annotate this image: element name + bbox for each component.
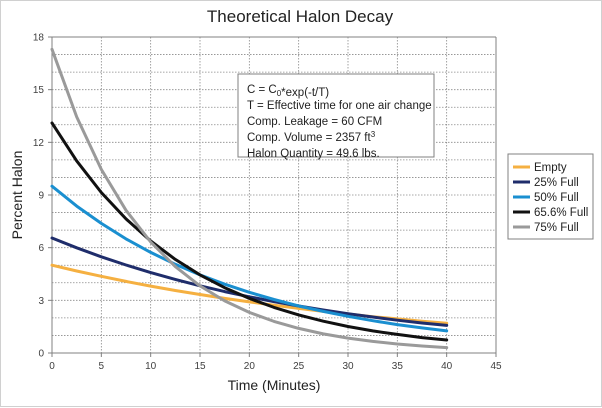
legend-label: 65.6% Full xyxy=(534,207,588,219)
series-line-empty xyxy=(50,263,449,325)
legend-label: 25% Full xyxy=(534,177,579,189)
y-tick-label: 6 xyxy=(38,243,44,254)
y-tick-label: 15 xyxy=(33,85,45,96)
legend-label: 50% Full xyxy=(534,192,579,204)
y-tick-label: 0 xyxy=(38,349,44,360)
x-tick-label: 35 xyxy=(392,361,404,372)
y-tick-label: 12 xyxy=(33,138,45,149)
y-tick-label: 18 xyxy=(33,33,45,44)
annotation-line: Halon Quantity = 49.6 lbs. xyxy=(247,148,380,160)
x-axis-label: Time (Minutes) xyxy=(228,377,321,393)
x-tick-label: 45 xyxy=(490,361,502,372)
annotation-line: C = C0*exp(-t/T) xyxy=(247,84,329,99)
x-tick-label: 0 xyxy=(49,361,55,372)
equation-annotation: C = C0*exp(-t/T)T = Effective time for o… xyxy=(237,73,435,160)
annotation-line: T = Effective time for one air change xyxy=(247,100,432,112)
x-tick-label: 40 xyxy=(441,361,453,372)
x-tick-label: 25 xyxy=(293,361,305,372)
x-ticks: 0 5 10 15 20 25 30 35 40 45 xyxy=(49,353,502,372)
legend-label: Empty xyxy=(534,162,567,174)
series-line-65-6-full xyxy=(50,121,449,342)
annotation-line: Comp. Volume = 2357 ft3 xyxy=(247,130,376,144)
annotation-line: Comp. Leakage = 60 CFM xyxy=(247,116,382,128)
series-line-75-full xyxy=(50,47,449,350)
x-tick-label: 30 xyxy=(342,361,354,372)
series-line-50-full xyxy=(50,184,449,333)
x-tick-label: 10 xyxy=(145,361,157,372)
legend-label: 75% Full xyxy=(534,222,579,234)
y-axis-label: Percent Halon xyxy=(9,151,25,240)
x-tick-label: 15 xyxy=(194,361,206,372)
y-tick-label: 3 xyxy=(38,296,44,307)
chart-title: Theoretical Halon Decay xyxy=(207,7,394,26)
series-lines xyxy=(50,47,449,350)
x-tick-label: 20 xyxy=(244,361,256,372)
annotation-box xyxy=(237,73,435,158)
x-tick-label: 5 xyxy=(99,361,105,372)
y-ticks: 0 3 6 9 12 15 18 xyxy=(33,33,52,360)
legend: Empty 25% Full 50% Full 65.6% Full 75% Full xyxy=(507,153,594,240)
y-tick-label: 9 xyxy=(38,191,44,202)
